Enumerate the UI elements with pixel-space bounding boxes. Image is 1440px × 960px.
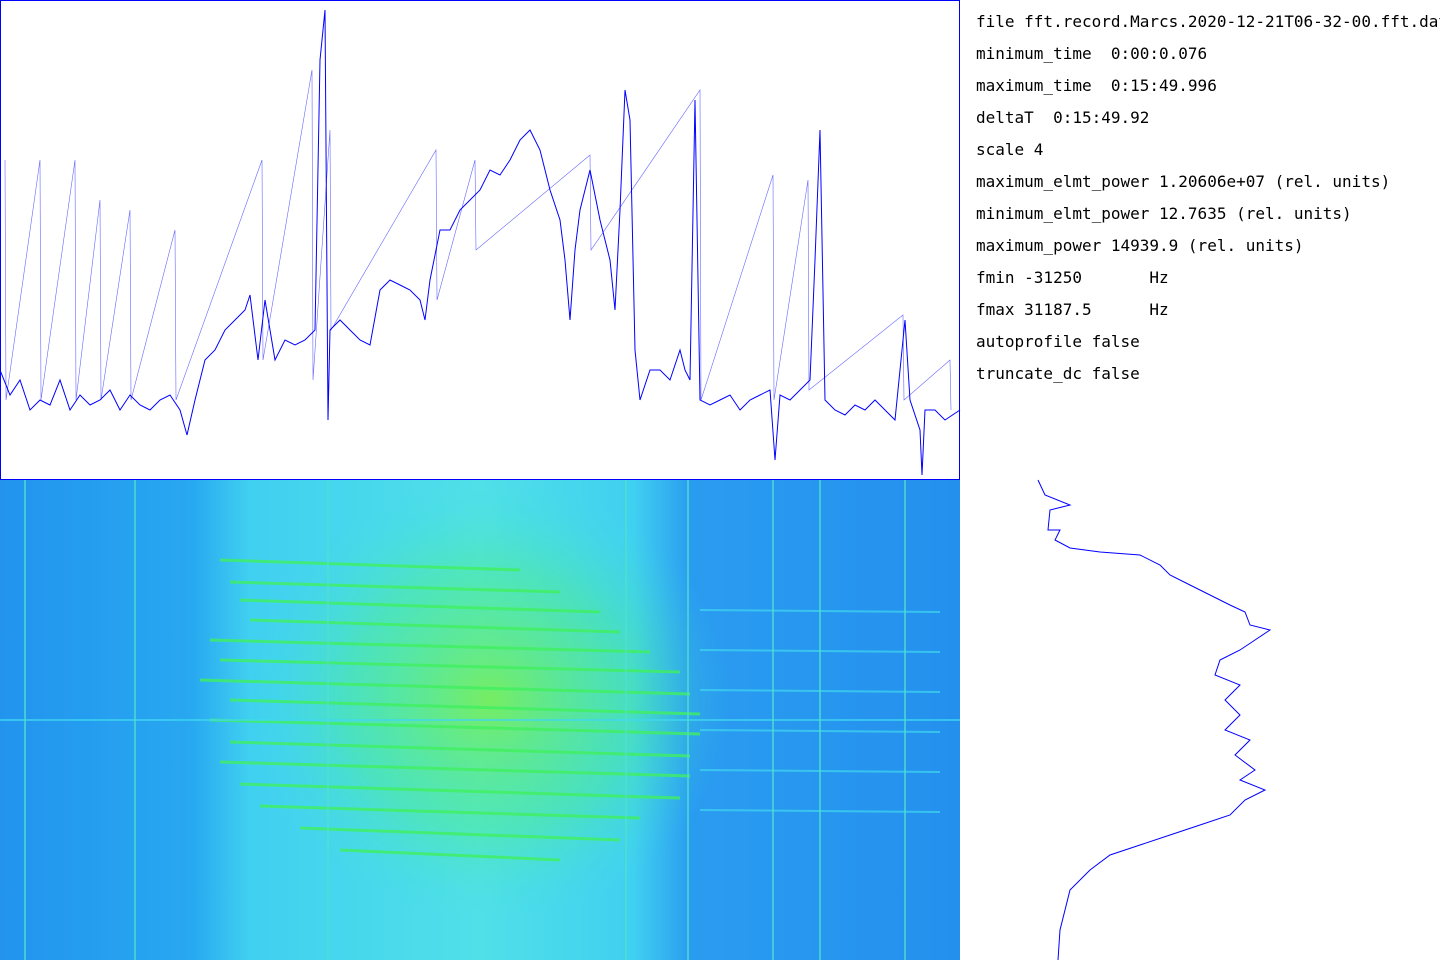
info-line: fmax 31187.5 Hz [976,300,1169,319]
info-line: maximum_elmt_power 1.20606e+07 (rel. uni… [976,172,1391,191]
spectral-lines [199,558,701,862]
info-line: minimum_elmt_power 12.7635 (rel. units) [976,204,1352,223]
info-line: file fft.record.Marcs.2020-12-21T06-32-0… [976,12,1440,31]
info-line: scale 4 [976,140,1044,159]
info-line: fmin -31250 Hz [976,268,1169,287]
info-panel: file fft.record.Marcs.2020-12-21T06-32-0… [976,8,1440,392]
spectrogram-core [250,480,730,920]
info-line: truncate_dc false [976,364,1140,383]
time-profile [0,9,961,476]
info-line: maximum_power 14939.9 (rel. units) [976,236,1304,255]
time-profile-spikes [4,69,952,411]
info-line: deltaT 0:15:49.92 [976,108,1150,127]
frequency-profile [1037,479,1272,960]
info-line: maximum_time 0:15:49.996 [976,76,1217,95]
info-line: minimum_time 0:00:0.076 [976,44,1208,63]
vertical-streaks [24,480,906,960]
info-line: autoprofile false [976,332,1140,351]
